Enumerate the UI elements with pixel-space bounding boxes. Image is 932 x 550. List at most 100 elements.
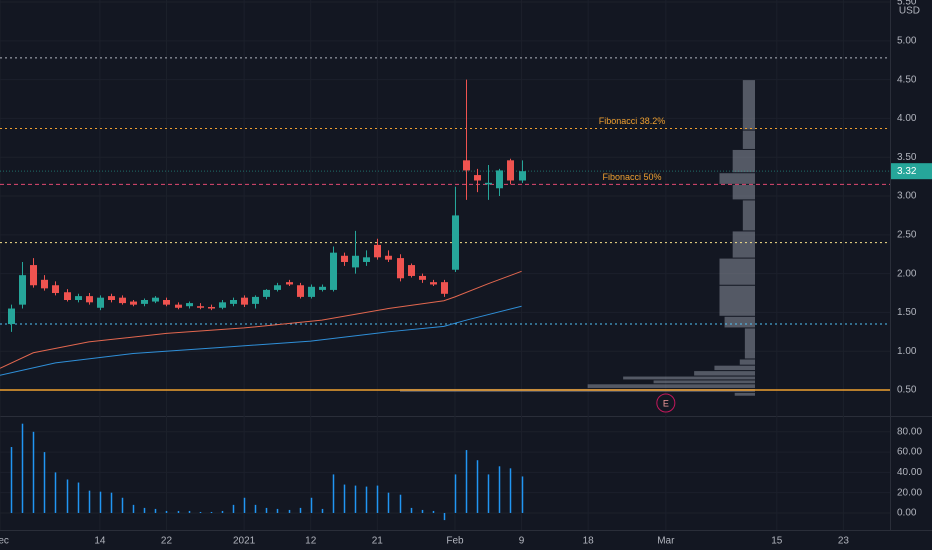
- y-tick-label: 4.00: [897, 113, 917, 124]
- candle-body: [64, 292, 71, 300]
- candle-body: [485, 182, 492, 185]
- candle-body: [75, 296, 82, 300]
- candle-body: [507, 160, 514, 181]
- candle-body: [397, 258, 404, 279]
- candle-body: [186, 303, 193, 307]
- y-tick-label: 3.00: [897, 191, 917, 202]
- candle-body: [41, 279, 48, 289]
- x-tick-label: 22: [161, 536, 173, 547]
- candle-body: [108, 296, 115, 300]
- candle-body: [474, 175, 481, 181]
- volume-tick-label: 20.00: [897, 487, 922, 498]
- volume-profile-bar: [742, 80, 755, 130]
- x-tick-label: 9: [519, 536, 525, 547]
- candle-body: [441, 282, 448, 294]
- volume-profile-bar: [739, 359, 755, 365]
- volume-profile-bar: [742, 130, 755, 149]
- candle-body: [130, 301, 137, 305]
- candle-body: [419, 275, 426, 280]
- x-tick-label: 21: [372, 536, 384, 547]
- candle-body: [241, 297, 248, 305]
- x-tick-label: 12: [305, 536, 317, 547]
- x-tick-label: 14: [94, 536, 106, 547]
- candle-body: [141, 299, 148, 304]
- volume-profile-bar: [732, 231, 755, 258]
- volume-profile-bar: [719, 258, 755, 285]
- candle-body: [263, 289, 270, 297]
- volume-profile-bar: [732, 149, 755, 173]
- candle-body: [208, 306, 215, 309]
- candle-body: [463, 160, 470, 171]
- candle-body: [163, 299, 170, 305]
- x-tick-label: Feb: [446, 536, 464, 547]
- volume-tick-label: 40.00: [897, 467, 922, 478]
- volume-profile-bar: [719, 173, 755, 184]
- x-tick-label: Dec: [0, 536, 9, 547]
- volume-profile-bar: [719, 285, 755, 316]
- candle-body: [219, 302, 226, 308]
- candle-body: [52, 285, 59, 294]
- y-tick-label: 1.00: [897, 346, 917, 357]
- volume-profile-bar: [744, 328, 755, 359]
- candle-body: [519, 171, 526, 181]
- last-price-label: 3.32: [897, 166, 917, 177]
- candle-body: [119, 297, 126, 304]
- y-tick-label: 4.50: [897, 74, 917, 85]
- moving-average: [0, 305, 522, 376]
- volume-profile-bar: [724, 316, 755, 328]
- level-label: Fibonacci 38.2%: [599, 116, 666, 126]
- volume-profile-bar: [694, 371, 755, 376]
- candle-body: [297, 285, 304, 297]
- x-tick-label: 23: [838, 536, 850, 547]
- candle-body: [374, 244, 381, 258]
- x-tick-label: 18: [583, 536, 595, 547]
- candle-body: [385, 255, 392, 260]
- candle-body: [496, 170, 503, 189]
- candle-body: [197, 306, 204, 308]
- candle-body: [330, 252, 337, 290]
- candle-body: [152, 297, 159, 302]
- candle-body: [30, 265, 37, 286]
- volume-profile-bar: [732, 184, 755, 200]
- y-tick-label: 5.50: [897, 0, 917, 8]
- currency-label: USD: [899, 6, 920, 17]
- volume-tick-label: 60.00: [897, 447, 922, 458]
- y-tick-label: 0.50: [897, 385, 917, 396]
- candle-body: [341, 255, 348, 262]
- volume-profile-bar: [653, 380, 755, 384]
- x-tick-label: 15: [771, 536, 783, 547]
- x-tick-label: 2021: [233, 536, 256, 547]
- y-tick-label: 1.50: [897, 307, 917, 318]
- x-tick-label: Mar: [657, 536, 675, 547]
- candle-body: [97, 297, 104, 308]
- moving-average: [0, 270, 522, 369]
- y-tick-label: 2.50: [897, 229, 917, 240]
- candle-body: [319, 286, 326, 290]
- candle-body: [274, 285, 281, 290]
- candle-body: [308, 286, 315, 297]
- y-tick-label: 5.00: [897, 35, 917, 46]
- level-label: Fibonacci 50%: [602, 172, 661, 182]
- volume-tick-label: 0.00: [897, 508, 917, 519]
- candle-body: [8, 308, 15, 325]
- volume-profile-bar: [587, 384, 755, 388]
- candle-body: [86, 296, 93, 303]
- candle-body: [408, 265, 415, 276]
- candle-body: [286, 282, 293, 285]
- candle-body: [19, 275, 26, 305]
- volume-profile-bar: [734, 392, 755, 396]
- candle-body: [452, 215, 459, 270]
- volume-profile-bar: [623, 376, 755, 380]
- candle-body: [430, 282, 437, 285]
- volume-profile-bar: [742, 200, 755, 231]
- y-tick-label: 3.50: [897, 152, 917, 163]
- y-tick-label: 2.00: [897, 268, 917, 279]
- last-price-tag: [891, 163, 932, 180]
- volume-tick-label: 80.00: [897, 426, 922, 437]
- candle-body: [175, 304, 182, 308]
- candle-body: [230, 299, 237, 304]
- candle-body: [352, 255, 359, 268]
- event-label: E: [663, 398, 669, 408]
